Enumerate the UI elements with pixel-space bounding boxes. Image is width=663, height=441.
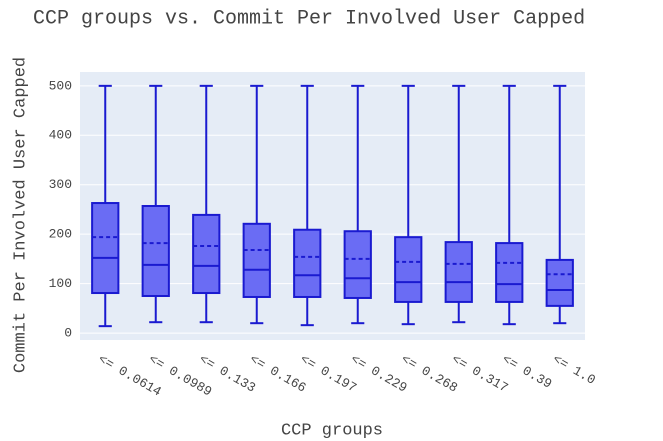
x-tick-label: <= 0.317 <box>449 351 511 395</box>
y-tick-label: 300 <box>49 177 72 192</box>
box <box>545 258 574 307</box>
box <box>192 213 221 295</box>
y-tick-label: 100 <box>49 276 72 291</box>
x-axis-label: CCP groups <box>281 421 383 440</box>
x-tick-label: <= 0.268 <box>399 351 461 395</box>
box <box>444 241 473 303</box>
box <box>495 242 524 303</box>
y-tick-label: 0 <box>64 326 72 341</box>
box <box>343 230 372 299</box>
y-tick-label: 400 <box>49 128 72 143</box>
box <box>293 228 322 298</box>
x-tick-label: <= 1.0 <box>550 351 598 387</box>
x-tick-label: <= 0.197 <box>298 351 360 395</box>
box <box>394 236 423 303</box>
y-tick-label: 200 <box>49 227 72 242</box>
box <box>91 202 120 295</box>
box <box>242 222 271 298</box>
chart-title: CCP groups vs. Commit Per Involved User … <box>33 7 585 30</box>
y-tick-label: 500 <box>49 78 72 93</box>
y-axis-label: Commit Per Involved User Capped <box>11 57 30 373</box>
x-tick-label: <= 0.229 <box>348 351 410 395</box>
x-tick-label: <= 0.166 <box>247 351 309 395</box>
box <box>141 205 170 297</box>
